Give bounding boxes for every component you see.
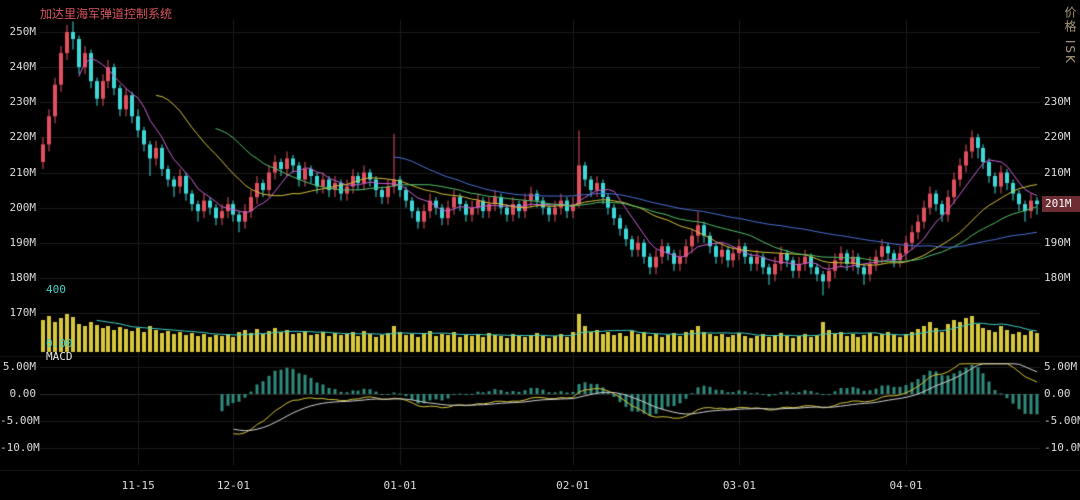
macd-axis-label-left: -10.0M — [0, 441, 40, 454]
price-axis-label-left: 210M — [9, 165, 37, 179]
current-price-tag: 201M — [1042, 196, 1080, 212]
price-axis-label-left: 180M — [9, 270, 37, 284]
macd-axis-label-left: 5.00M — [2, 360, 36, 373]
x-axis-tick-label: 01-01 — [383, 479, 417, 492]
price-axis-label-left: 250M — [9, 25, 37, 38]
macd-axis-label-right: 0.00 — [1044, 387, 1071, 400]
price-axis-label-left: 200M — [9, 200, 37, 214]
volume-axis-max-label: 400 — [46, 283, 66, 296]
x-axis-tick-label: 04-01 — [889, 479, 923, 492]
price-axis-label-right: 190M — [1044, 235, 1071, 249]
macd-axis-label-left: -5.00M — [0, 414, 40, 427]
price-axis-label-right: 210M — [1044, 165, 1071, 179]
price-axis-label-left: 190M — [9, 235, 37, 249]
x-axis-tick-label: 03-01 — [722, 479, 756, 492]
price-axis-label-left: 170M — [9, 306, 37, 319]
x-axis-tick-label: 11-15 — [121, 479, 155, 492]
price-axis-label-left: 230M — [9, 95, 37, 109]
macd-axis-label-right: -10.0M — [1044, 441, 1080, 454]
volume-axis-min-label: 0.00 — [46, 337, 73, 350]
macd-axis-label-right: 5.00M — [1044, 360, 1078, 373]
macd-axis-label-right: -5.00M — [1044, 414, 1080, 427]
item-title: 加达里海军弹道控制系统 — [40, 7, 173, 21]
price-axis-label-right: 180M — [1044, 270, 1071, 284]
macd-panel-label: MACD — [46, 350, 73, 363]
x-axis-tick-label: 12-01 — [216, 479, 250, 492]
price-axis-label-left: 240M — [9, 60, 37, 74]
price-axis-title: 价格 ISK — [1063, 6, 1077, 65]
price-axis-label-right: 230M — [1044, 95, 1071, 109]
x-axis-tick-label: 02-01 — [556, 479, 590, 492]
macd-axis-label-left: 0.00 — [9, 387, 37, 400]
price-axis-label-left: 220M — [9, 130, 37, 144]
price-axis-label-right: 220M — [1044, 130, 1071, 144]
